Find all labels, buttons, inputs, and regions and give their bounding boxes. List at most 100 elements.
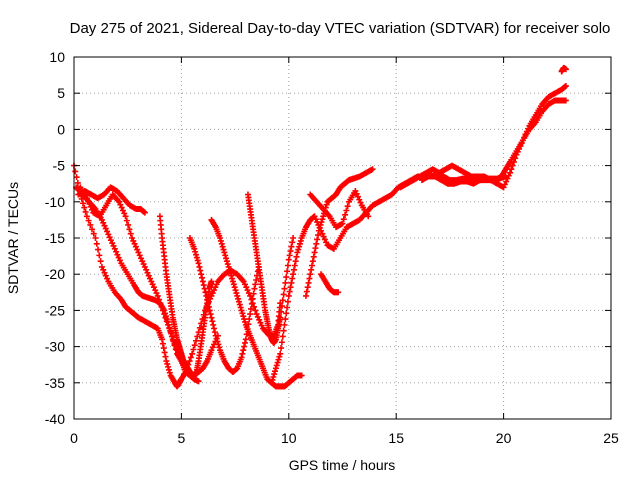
- data-point: [241, 316, 248, 323]
- data-point: [339, 220, 346, 227]
- data-point: [311, 249, 318, 256]
- data-point: [193, 337, 200, 344]
- data-point: [284, 298, 291, 305]
- x-tick-label: 10: [281, 430, 297, 446]
- x-tick-label: 0: [70, 430, 78, 446]
- data-point: [298, 372, 305, 379]
- data-point: [215, 341, 222, 348]
- data-point: [290, 235, 297, 241]
- data-point: [73, 174, 80, 181]
- data-point: [90, 230, 97, 237]
- data-point: [272, 365, 279, 372]
- y-axis-label: SDTVAR / TECUs: [5, 182, 21, 294]
- x-tick-label: 5: [178, 430, 186, 446]
- data-point: [96, 252, 103, 259]
- series-arc-11: [307, 187, 372, 231]
- data-point: [211, 329, 218, 336]
- data-point: [226, 266, 233, 273]
- data-point: [209, 318, 216, 325]
- data-point: [290, 271, 297, 278]
- data-point: [166, 325, 173, 332]
- data-point: [126, 226, 133, 233]
- data-point: [233, 290, 240, 297]
- data-point: [318, 219, 325, 226]
- y-tick-label: -40: [45, 411, 65, 427]
- data-point: [200, 282, 207, 289]
- data-point: [508, 166, 515, 173]
- y-tick-label: -25: [45, 302, 65, 318]
- data-point: [278, 339, 285, 346]
- data-point: [162, 314, 169, 321]
- data-point: [315, 227, 322, 234]
- data-point: [286, 252, 293, 259]
- data-point: [165, 321, 172, 328]
- data-point: [208, 278, 215, 285]
- data-point: [278, 303, 285, 310]
- data-point: [220, 246, 227, 253]
- data-point: [240, 347, 247, 354]
- data-point: [343, 207, 350, 214]
- data-point: [296, 240, 303, 247]
- data-point: [281, 321, 288, 328]
- series-arc-4: [75, 184, 148, 216]
- data-point: [89, 226, 96, 233]
- data-point: [122, 213, 129, 220]
- data-point: [231, 284, 238, 291]
- data-point: [154, 292, 161, 299]
- data-point: [241, 343, 248, 350]
- data-point: [82, 208, 89, 215]
- y-tick-label: -35: [45, 375, 65, 391]
- data-point: [218, 240, 225, 247]
- data-point: [208, 314, 215, 321]
- y-tick-label: -15: [45, 230, 65, 246]
- data-point: [335, 289, 342, 296]
- data-point: [95, 246, 102, 253]
- data-point: [213, 335, 220, 342]
- data-point: [369, 166, 376, 173]
- data-point: [191, 342, 198, 349]
- data-point: [365, 213, 372, 220]
- data-point: [223, 255, 230, 262]
- data-point: [197, 267, 204, 274]
- data-point: [206, 307, 213, 314]
- data-point: [302, 292, 309, 299]
- data-point: [275, 356, 282, 363]
- series-arc-15: [558, 64, 569, 75]
- data-point: [212, 332, 219, 339]
- data-point: [289, 239, 296, 246]
- data-point: [316, 224, 323, 231]
- data-point: [283, 310, 290, 317]
- x-tick-label: 15: [388, 430, 404, 446]
- data-point: [211, 325, 218, 332]
- data-point: [161, 349, 168, 356]
- data-point: [217, 237, 224, 244]
- data-point: [229, 275, 236, 282]
- series-arc-14: [418, 173, 509, 187]
- x-tick-label: 25: [603, 430, 619, 446]
- data-point: [249, 295, 256, 302]
- data-point: [314, 236, 321, 243]
- data-point: [165, 363, 172, 370]
- data-point: [161, 311, 168, 318]
- y-tick-label: -30: [45, 339, 65, 355]
- data-point: [194, 333, 201, 340]
- data-point: [97, 258, 104, 265]
- data-point: [253, 276, 260, 283]
- data-point: [502, 173, 509, 180]
- data-point: [224, 261, 231, 268]
- data-point: [250, 290, 257, 297]
- data-point: [306, 275, 313, 282]
- data-point: [83, 213, 90, 220]
- data-point: [247, 305, 254, 312]
- data-point: [195, 378, 202, 385]
- data-point: [217, 235, 224, 241]
- data-point: [252, 307, 259, 314]
- data-point: [156, 296, 163, 303]
- data-point: [313, 240, 320, 247]
- y-tick-label: 0: [57, 121, 65, 137]
- data-point: [85, 217, 92, 224]
- data-point: [277, 350, 284, 357]
- data-point: [292, 258, 299, 265]
- data-point: [284, 304, 291, 311]
- data-point: [93, 240, 100, 247]
